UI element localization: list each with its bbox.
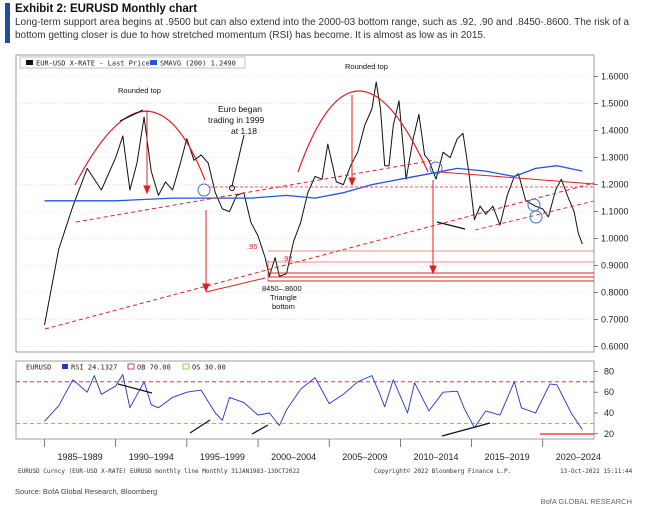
price-y-tick-label: 1.2000	[601, 180, 629, 190]
top-marker-stroke-2	[436, 221, 466, 230]
x-tick-label: 2020–2024	[556, 452, 601, 462]
rsi-divergence-stroke-3	[251, 424, 269, 435]
price-panel: 1.6000 1.5000 1.4000 1.3000 1.2000 1.1000 1.00…	[15, 54, 629, 353]
level-92-label: .92	[282, 254, 292, 263]
bottom-range-label: 8450–.8600	[262, 284, 302, 293]
x-tick-label: 2000–2004	[271, 452, 316, 462]
rsi-y-axis: 80 60 40 20	[594, 366, 614, 439]
drop-arrows	[143, 95, 437, 293]
x-tick-label: 1995–1999	[200, 452, 245, 462]
price-y-tick-label: 1.6000	[601, 72, 629, 82]
legend-label-sma: SMAVG (200) 1.2490	[160, 60, 236, 68]
euro-began-line2: trading in 1999	[208, 115, 265, 125]
highlight-circle-1	[197, 183, 211, 197]
rsi-legend-rsi: RSI 24.1327	[71, 364, 117, 372]
drop-arrow-3-head	[348, 177, 356, 187]
bloomberg-footer-timestamp: 13-Oct-2022 15:11:44	[560, 468, 633, 475]
drop-arrow-1-head	[143, 185, 151, 195]
bofa-brand: BofA GLOBAL RESEARCH	[540, 497, 632, 506]
rsi-legend-os-swatch	[182, 363, 190, 370]
x-tick-label: 2010–2014	[413, 452, 458, 462]
rsi-y-tick-label: 40	[604, 408, 614, 418]
price-y-axis: 1.6000 1.5000 1.4000 1.3000 1.2000 1.1000 1.00…	[594, 72, 629, 352]
header-accent-bar	[5, 3, 10, 43]
rsi-panel: 80 60 40 20 EURUSD RSI 24.1327 OB 70.00 OS …	[15, 360, 614, 440]
rsi-panel-frame	[15, 360, 595, 440]
x-tick-label: 2015–2019	[485, 452, 530, 462]
triangle-label-1: Triangle	[270, 293, 297, 302]
price-gridlines	[16, 76, 594, 347]
highlight-circle-2	[429, 161, 443, 175]
legend-swatch-price	[26, 60, 33, 65]
price-y-tick-label: 1.0000	[601, 234, 629, 244]
rsi-y-tick-label: 20	[604, 429, 614, 439]
price-y-tick-label: 0.6000	[601, 342, 629, 352]
euro-began-line3: at 1.18	[231, 126, 257, 136]
rounded-top-arc-left	[74, 110, 206, 186]
sma-200-line	[44, 165, 583, 202]
exhibit-subtitle: Long-term support area begins at .9500 b…	[15, 17, 630, 41]
drop-arrow-2-connector	[205, 277, 266, 293]
long-term-support-trendline	[44, 182, 595, 330]
rsi-y-tick-label: 80	[604, 366, 614, 376]
bloomberg-footer-copyright: Copyright© 2022 Bloomberg Finance L.P.	[374, 468, 511, 475]
rsi-legend-os: OS 30.00	[192, 364, 226, 372]
legend-swatch-sma	[150, 60, 157, 65]
rsi-legend-title: EURUSD	[26, 364, 51, 372]
rsi-series	[16, 374, 594, 430]
price-y-tick-label: 1.5000	[601, 99, 629, 109]
level-95-label: .95	[247, 242, 257, 251]
rounded-top-label-left: Rounded top	[118, 86, 161, 95]
bloomberg-footer-left: EURUSD Curncy (EUR-USD X-RATE) EURUSD mo…	[18, 468, 300, 475]
rounded-top-arc-right	[297, 90, 429, 173]
legend-label-price: EUR-USD X-RATE - Last Price	[36, 60, 150, 68]
top-marker-stroke-1	[119, 109, 144, 122]
euro-start-pointer	[231, 134, 245, 187]
drop-arrow-4-head	[429, 265, 437, 275]
x-tick-label: 1985–1989	[58, 452, 103, 462]
rounded-top-label-right: Rounded top	[345, 62, 388, 71]
price-y-tick-label: 1.1000	[601, 207, 629, 217]
rsi-divergence-stroke-1	[117, 383, 153, 394]
price-y-tick-label: 1.3000	[601, 153, 629, 163]
triangle-label-2: bottom	[272, 302, 295, 311]
price-y-tick-label: 0.8000	[601, 288, 629, 298]
highlight-circle-4	[529, 210, 543, 224]
secondary-trendline	[75, 159, 436, 223]
resistance-line	[439, 171, 595, 185]
exhibit-title: Exhibit 2: EURUSD Monthly chart	[15, 3, 198, 15]
price-legend-box	[19, 56, 246, 69]
euro-began-line1: Euro began	[218, 104, 262, 114]
rsi-legend-ob-swatch	[127, 363, 135, 370]
x-axis: 1985–1989 1990–1994 1995–1999 2000–2004 2005…	[44, 439, 601, 462]
rsi-line	[44, 374, 583, 430]
rsi-legend-swatch	[62, 364, 68, 369]
price-y-tick-label: 0.9000	[601, 261, 629, 271]
price-y-tick-label: 0.7000	[601, 315, 629, 325]
price-y-tick-label: 1.4000	[601, 126, 629, 136]
rsi-divergence-stroke-4	[441, 422, 491, 437]
x-tick-label: 1990–1994	[129, 452, 174, 462]
rsi-divergence-stroke-2	[189, 419, 211, 434]
rsi-y-tick-label: 60	[604, 387, 614, 397]
rsi-legend-ob: OB 70.00	[137, 364, 171, 372]
x-tick-label: 2005–2009	[342, 452, 387, 462]
source-note: Source: BofA Global Research, Bloomberg	[15, 487, 158, 496]
